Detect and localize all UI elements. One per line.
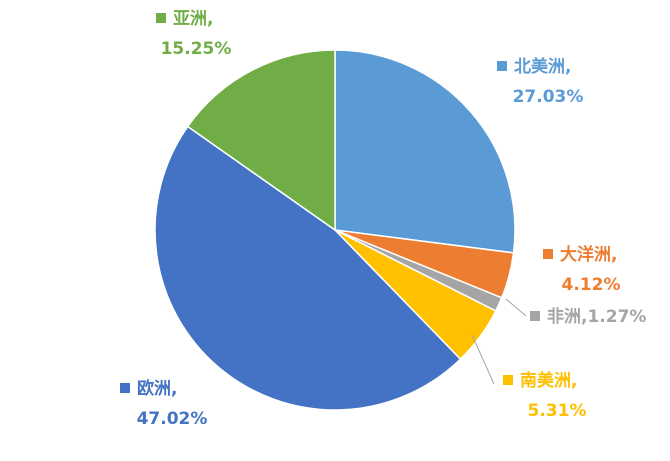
slice-label-5: 欧洲,	[137, 378, 177, 399]
legend-key-3	[530, 311, 540, 321]
slice-value-label-2: 4.12%	[562, 275, 621, 295]
slice-label-3: 非洲,1.27%	[547, 306, 646, 327]
legend-key-6	[156, 13, 166, 23]
data-labels: 北美洲, 27.03% 大洋洲, 4.12% 非洲,1.27% 南美洲, 5.31% 欧洲, 4…	[120, 9, 646, 429]
legend-key-2	[543, 249, 553, 259]
slice-value-label-6: 15.25%	[161, 39, 232, 59]
slice-label-2: 大洋洲,	[560, 244, 617, 265]
slice-label-1: 北美洲,	[514, 56, 571, 77]
slice-label-6: 亚洲,	[173, 9, 213, 29]
legend-key-4	[503, 375, 513, 385]
pie-slice-1	[334, 49, 516, 254]
leader-lines	[471, 298, 527, 385]
leader-line-4	[471, 334, 495, 385]
pie-slice-5	[154, 125, 462, 411]
pie-slice-6	[186, 49, 336, 232]
leader-line-3	[505, 298, 527, 317]
legend-key-1	[497, 61, 507, 71]
slice-label-4: 南美洲,	[520, 370, 577, 391]
slice-value-label-1: 27.03%	[513, 87, 584, 107]
legend-key-5	[120, 383, 130, 393]
slice-value-label-5: 47.02%	[137, 409, 208, 429]
slice-value-label-4: 5.31%	[528, 401, 587, 421]
pie-slices	[154, 49, 516, 411]
